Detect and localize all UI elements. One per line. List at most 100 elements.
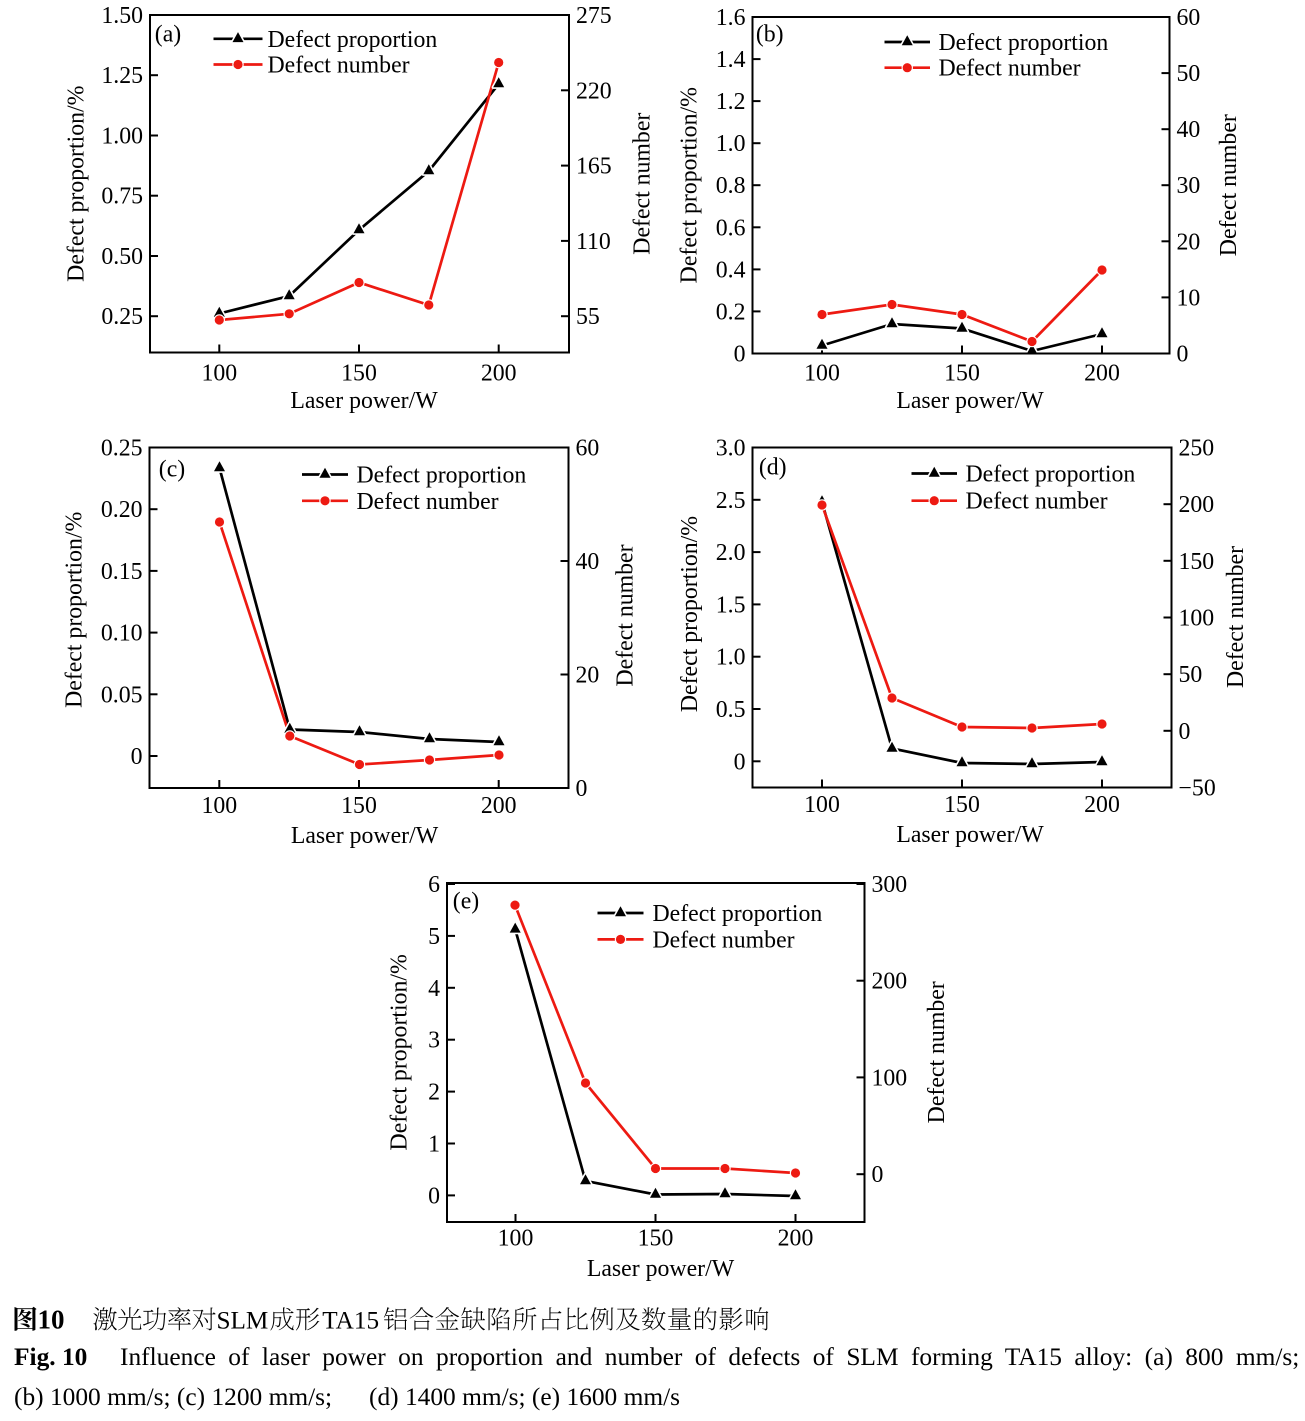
- svg-text:1.2: 1.2: [716, 89, 746, 115]
- svg-text:0: 0: [131, 744, 143, 770]
- svg-text:(a): (a): [155, 22, 181, 48]
- svg-text:60: 60: [576, 436, 600, 462]
- svg-text:Laser power/W: Laser power/W: [587, 1256, 735, 1282]
- svg-text:(e): (e): [453, 889, 479, 915]
- svg-text:10: 10: [38, 1305, 65, 1335]
- svg-text:0.50: 0.50: [101, 244, 143, 270]
- svg-text:165: 165: [576, 154, 612, 180]
- svg-text:Defect proportion/%: Defect proportion/%: [677, 516, 703, 712]
- svg-text:60: 60: [1177, 5, 1201, 31]
- svg-text:0: 0: [872, 1162, 884, 1188]
- svg-text:2.0: 2.0: [716, 540, 746, 566]
- svg-text:Fig. 10: Fig. 10: [14, 1343, 87, 1371]
- svg-text:Defect number: Defect number: [1216, 114, 1242, 256]
- svg-text:3.0: 3.0: [716, 436, 746, 462]
- svg-text:150: 150: [638, 1226, 674, 1252]
- svg-text:2: 2: [428, 1080, 440, 1106]
- svg-text:0: 0: [734, 342, 746, 368]
- svg-text:4: 4: [428, 976, 440, 1002]
- svg-text:Defect proportion/%: Defect proportion/%: [62, 512, 88, 708]
- svg-text:200: 200: [481, 361, 517, 387]
- svg-text:0.10: 0.10: [101, 621, 143, 647]
- svg-text:200: 200: [481, 793, 517, 819]
- svg-text:1.5: 1.5: [716, 592, 746, 618]
- svg-text:20: 20: [1177, 229, 1201, 255]
- svg-text:Defect number: Defect number: [966, 489, 1108, 515]
- svg-text:1.0: 1.0: [716, 645, 746, 671]
- svg-text:(d) 1400 mm/s; (e) 1600 mm/s: (d) 1400 mm/s; (e) 1600 mm/s: [369, 1383, 680, 1411]
- svg-text:30: 30: [1177, 173, 1201, 199]
- svg-text:1.00: 1.00: [101, 124, 143, 150]
- svg-text:−50: −50: [1179, 776, 1216, 802]
- svg-text:50: 50: [1177, 61, 1201, 87]
- svg-text:Laser power/W: Laser power/W: [291, 823, 439, 849]
- svg-text:200: 200: [778, 1226, 814, 1252]
- svg-text:Defect proportion: Defect proportion: [268, 27, 438, 53]
- svg-text:(c): (c): [159, 457, 185, 483]
- svg-text:Defect number: Defect number: [653, 927, 795, 953]
- svg-text:6: 6: [428, 872, 440, 898]
- svg-text:100: 100: [201, 793, 237, 819]
- svg-text:150: 150: [944, 792, 980, 818]
- svg-text:10: 10: [1177, 285, 1201, 311]
- svg-text:55: 55: [576, 304, 600, 330]
- svg-text:0.2: 0.2: [716, 299, 746, 325]
- svg-text:40: 40: [1177, 117, 1201, 143]
- svg-text:200: 200: [872, 969, 908, 995]
- svg-text:Defect proportion: Defect proportion: [939, 30, 1109, 56]
- svg-text:0.20: 0.20: [101, 497, 143, 523]
- svg-text:200: 200: [1084, 361, 1120, 387]
- svg-text:0.25: 0.25: [101, 436, 143, 462]
- svg-text:1.4: 1.4: [716, 47, 746, 73]
- svg-text:100: 100: [872, 1065, 908, 1091]
- svg-text:(b) 1000 mm/s; (c) 1200 mm/s;: (b) 1000 mm/s; (c) 1200 mm/s;: [14, 1383, 332, 1411]
- svg-text:0.75: 0.75: [101, 184, 143, 210]
- svg-text:Defect number: Defect number: [268, 53, 410, 79]
- svg-text:1.50: 1.50: [101, 3, 143, 29]
- svg-text:Laser power/W: Laser power/W: [896, 822, 1044, 848]
- svg-text:150: 150: [944, 361, 980, 387]
- svg-text:100: 100: [804, 792, 840, 818]
- svg-text:100: 100: [804, 361, 840, 387]
- svg-text:0.4: 0.4: [716, 257, 746, 283]
- svg-text:(b): (b): [756, 22, 784, 48]
- svg-text:Defect number: Defect number: [357, 489, 499, 515]
- svg-text:TA15: TA15: [322, 1308, 379, 1335]
- svg-text:2.5: 2.5: [716, 488, 746, 514]
- svg-text:110: 110: [576, 229, 611, 255]
- svg-text:Laser power/W: Laser power/W: [290, 388, 438, 414]
- svg-text:Defect number: Defect number: [613, 544, 639, 686]
- svg-text:0: 0: [734, 749, 746, 775]
- svg-text:100: 100: [1179, 606, 1215, 632]
- svg-text:1.25: 1.25: [101, 63, 143, 89]
- svg-text:Laser power/W: Laser power/W: [896, 388, 1044, 414]
- svg-text:0: 0: [428, 1183, 440, 1209]
- svg-text:100: 100: [498, 1226, 534, 1252]
- svg-text:SLM: SLM: [217, 1308, 269, 1335]
- svg-text:Defect proportion: Defect proportion: [653, 901, 823, 927]
- svg-text:50: 50: [1179, 662, 1203, 688]
- svg-text:(d): (d): [759, 455, 787, 481]
- svg-text:100: 100: [201, 361, 237, 387]
- svg-text:3: 3: [428, 1028, 440, 1054]
- svg-text:0.15: 0.15: [101, 559, 143, 585]
- svg-text:Defect number: Defect number: [1223, 546, 1249, 688]
- svg-text:150: 150: [341, 793, 377, 819]
- svg-text:Defect number: Defect number: [939, 56, 1081, 82]
- svg-text:0: 0: [1177, 342, 1189, 368]
- svg-text:200: 200: [1084, 792, 1120, 818]
- svg-text:150: 150: [341, 361, 377, 387]
- svg-text:0.25: 0.25: [101, 304, 143, 330]
- svg-text:Influence of laser power on pr: Influence of laser power on proportion a…: [120, 1343, 1299, 1371]
- svg-text:Defect proportion: Defect proportion: [966, 462, 1136, 488]
- svg-text:0.5: 0.5: [716, 697, 746, 723]
- svg-text:200: 200: [1179, 492, 1215, 518]
- svg-text:1.0: 1.0: [716, 131, 746, 157]
- svg-text:Defect proportion: Defect proportion: [357, 463, 527, 489]
- svg-text:1.6: 1.6: [716, 5, 746, 31]
- svg-text:Defect proportion/%: Defect proportion/%: [677, 87, 703, 283]
- svg-text:150: 150: [1179, 549, 1215, 575]
- svg-text:Defect number: Defect number: [630, 113, 656, 255]
- svg-text:0.6: 0.6: [716, 215, 746, 241]
- svg-text:1: 1: [428, 1132, 440, 1158]
